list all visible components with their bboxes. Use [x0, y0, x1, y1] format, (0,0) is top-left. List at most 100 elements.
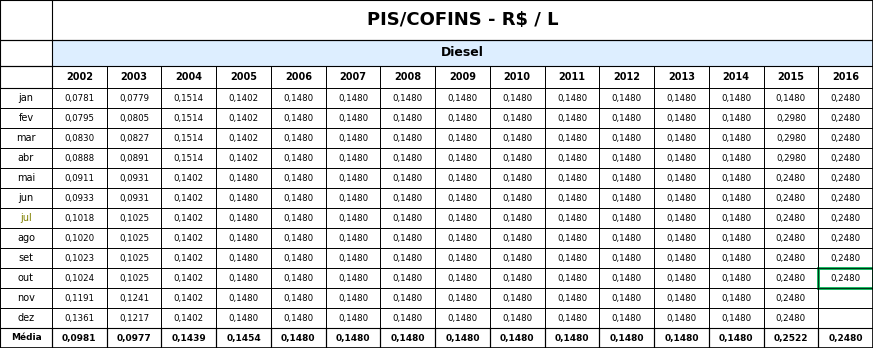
- Text: 0,2480: 0,2480: [830, 214, 861, 222]
- Bar: [818, 88, 873, 108]
- Text: 0,1402: 0,1402: [229, 94, 258, 103]
- Text: 0,1480: 0,1480: [283, 153, 313, 163]
- Bar: [764, 288, 818, 308]
- Text: 2014: 2014: [723, 72, 750, 82]
- Text: 0,0830: 0,0830: [65, 134, 94, 142]
- Bar: [435, 268, 490, 288]
- Text: 0,1480: 0,1480: [448, 314, 478, 323]
- Text: 2015: 2015: [777, 72, 804, 82]
- Bar: [381, 88, 435, 108]
- Text: 0,1480: 0,1480: [557, 113, 587, 122]
- Bar: [818, 288, 873, 308]
- Text: 0,1480: 0,1480: [283, 234, 313, 243]
- Bar: [654, 308, 709, 328]
- Bar: [107, 248, 162, 268]
- Text: 2013: 2013: [668, 72, 695, 82]
- Bar: [600, 128, 654, 148]
- Bar: [0, 248, 52, 268]
- Text: 0,1480: 0,1480: [448, 134, 478, 142]
- Bar: [381, 248, 435, 268]
- Bar: [600, 208, 654, 228]
- Text: 0,1480: 0,1480: [502, 253, 533, 262]
- Text: 0,1480: 0,1480: [557, 234, 587, 243]
- Text: 0,1480: 0,1480: [445, 333, 480, 342]
- Bar: [818, 188, 873, 208]
- Text: 0,1402: 0,1402: [174, 234, 204, 243]
- Bar: [545, 228, 600, 248]
- Bar: [600, 148, 654, 168]
- Text: 0,1480: 0,1480: [393, 153, 423, 163]
- Bar: [0, 308, 52, 328]
- Bar: [0, 228, 52, 248]
- Bar: [326, 208, 381, 228]
- Bar: [52, 88, 107, 108]
- Bar: [600, 248, 654, 268]
- Bar: [217, 248, 271, 268]
- Text: 0,1480: 0,1480: [612, 253, 642, 262]
- Text: 0,1025: 0,1025: [119, 274, 149, 283]
- Text: 0,1480: 0,1480: [229, 293, 258, 302]
- Bar: [654, 228, 709, 248]
- Text: 0,1402: 0,1402: [174, 214, 204, 222]
- Text: 0,1480: 0,1480: [557, 193, 587, 203]
- Bar: [818, 128, 873, 148]
- Text: 0,1480: 0,1480: [338, 113, 368, 122]
- Bar: [162, 66, 217, 88]
- Text: 0,0781: 0,0781: [65, 94, 94, 103]
- Bar: [709, 188, 764, 208]
- Text: 2008: 2008: [395, 72, 422, 82]
- Text: 0,1480: 0,1480: [776, 94, 806, 103]
- Bar: [709, 288, 764, 308]
- Text: 2009: 2009: [449, 72, 476, 82]
- Text: 0,1480: 0,1480: [664, 333, 698, 342]
- Bar: [654, 268, 709, 288]
- Text: abr: abr: [17, 153, 34, 163]
- Text: 0,1480: 0,1480: [612, 153, 642, 163]
- Bar: [709, 248, 764, 268]
- Bar: [107, 108, 162, 128]
- Bar: [764, 108, 818, 128]
- Text: 0,1480: 0,1480: [666, 314, 697, 323]
- Bar: [217, 188, 271, 208]
- Bar: [52, 0, 873, 40]
- Bar: [381, 168, 435, 188]
- Text: 0,2480: 0,2480: [776, 234, 806, 243]
- Bar: [326, 328, 381, 348]
- Text: 0,2480: 0,2480: [830, 274, 861, 283]
- Text: 0,2480: 0,2480: [830, 234, 861, 243]
- Bar: [271, 168, 326, 188]
- Text: 0,1514: 0,1514: [174, 153, 204, 163]
- Text: 0,1480: 0,1480: [502, 174, 533, 182]
- Bar: [0, 40, 52, 66]
- Text: 0,1402: 0,1402: [174, 293, 204, 302]
- Text: 0,1480: 0,1480: [393, 274, 423, 283]
- Text: 0,1025: 0,1025: [119, 214, 149, 222]
- Bar: [52, 108, 107, 128]
- Text: 0,1480: 0,1480: [612, 274, 642, 283]
- Bar: [709, 108, 764, 128]
- Bar: [217, 168, 271, 188]
- Bar: [545, 88, 600, 108]
- Text: 0,1480: 0,1480: [721, 274, 752, 283]
- Bar: [490, 88, 545, 108]
- Text: 0,1480: 0,1480: [448, 214, 478, 222]
- Text: 0,1480: 0,1480: [338, 234, 368, 243]
- Text: 0,1480: 0,1480: [393, 193, 423, 203]
- Bar: [52, 168, 107, 188]
- Text: 0,1439: 0,1439: [171, 333, 206, 342]
- Text: 0,1480: 0,1480: [338, 314, 368, 323]
- Text: 0,1402: 0,1402: [174, 174, 204, 182]
- Text: fev: fev: [18, 113, 33, 123]
- Text: 0,1480: 0,1480: [557, 214, 587, 222]
- Text: 0,1480: 0,1480: [502, 193, 533, 203]
- Bar: [818, 66, 873, 88]
- Text: Diesel: Diesel: [441, 47, 484, 60]
- Bar: [217, 228, 271, 248]
- Bar: [52, 288, 107, 308]
- Text: 0,1480: 0,1480: [666, 274, 697, 283]
- Text: 0,1480: 0,1480: [721, 134, 752, 142]
- Text: 0,0931: 0,0931: [119, 193, 149, 203]
- Text: 0,1480: 0,1480: [557, 293, 587, 302]
- Bar: [326, 288, 381, 308]
- Text: 0,2480: 0,2480: [828, 333, 863, 342]
